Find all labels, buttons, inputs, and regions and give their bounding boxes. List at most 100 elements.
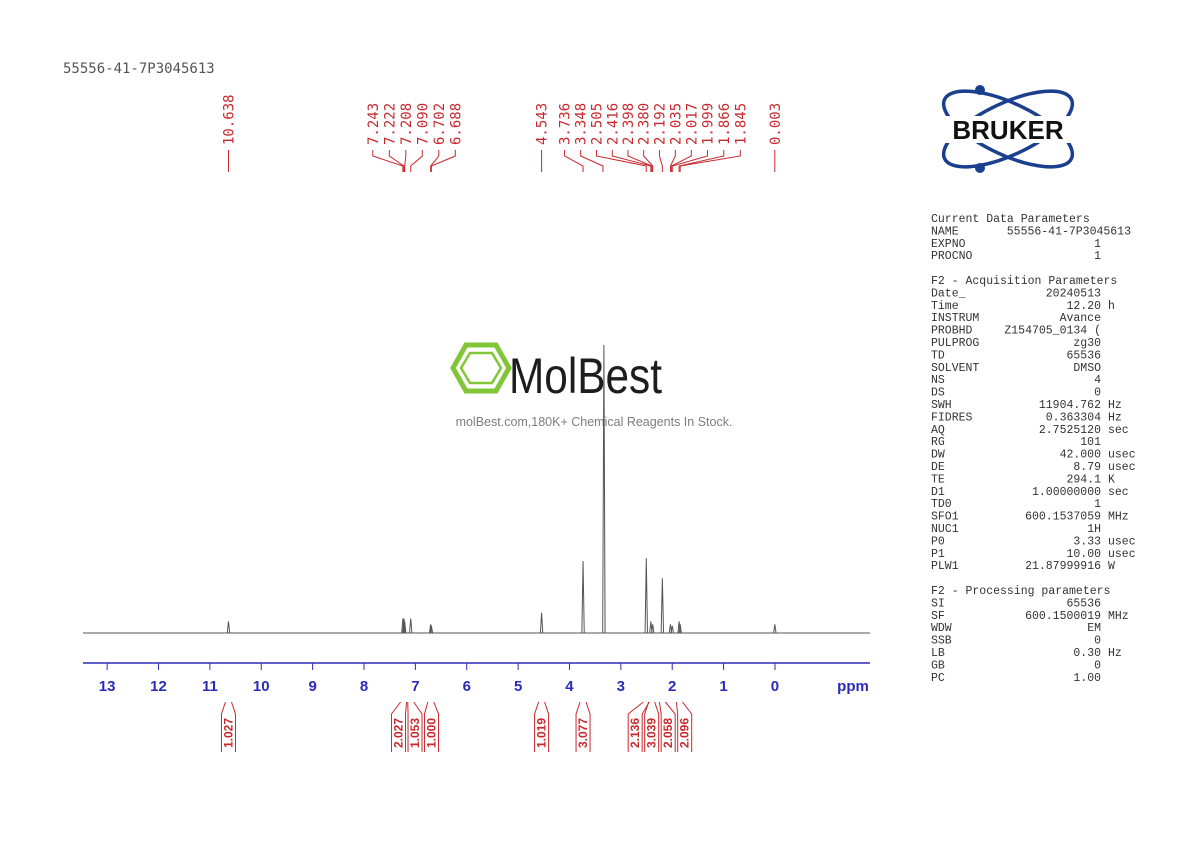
peak-label: 6.688 — [448, 103, 464, 145]
param-name: SI — [931, 597, 945, 610]
integral-bracket — [424, 701, 440, 752]
peak-leader — [596, 150, 647, 172]
watermark-hexagon — [450, 342, 512, 394]
section-title: F2 - Processing parameters — [931, 585, 1110, 598]
x-tick-label: 13 — [99, 678, 116, 695]
param-value: 65536 — [1066, 597, 1101, 610]
param-name: SOLVENT — [931, 362, 979, 375]
x-tick-label: 3 — [617, 678, 625, 695]
peak-leader — [658, 150, 663, 172]
param-value: 10.00 — [1066, 548, 1101, 561]
peak — [602, 344, 606, 634]
peak-label: 7.243 — [366, 103, 382, 145]
param-value: 8.79 — [1073, 461, 1101, 474]
watermark-hexagon-inner — [459, 351, 503, 385]
peak-label: 7.208 — [399, 103, 415, 145]
param-value: 0.363304 — [1046, 411, 1101, 424]
integral-label: 3.077 — [576, 718, 590, 748]
peak-label: 1.845 — [733, 103, 749, 145]
param-unit: W — [1108, 560, 1115, 573]
peak — [678, 624, 682, 634]
x-tick-label: 7 — [411, 678, 419, 695]
param-value: 21.87999916 — [1025, 560, 1101, 573]
logo-band — [924, 116, 1092, 143]
peak — [539, 612, 544, 634]
peak-leader — [430, 150, 456, 172]
integral-bracket — [391, 701, 408, 752]
peak-label: 3.348 — [574, 103, 590, 145]
param-value: 1.00 — [1073, 672, 1101, 685]
param-name: SWH — [931, 399, 952, 412]
integral-bracket — [220, 701, 236, 752]
param-unit: K — [1108, 473, 1115, 486]
integral-bracket — [407, 701, 423, 752]
param-unit: Hz — [1108, 399, 1122, 412]
param-value: 1.00000000 — [1032, 486, 1101, 499]
param-value: 294.1 — [1066, 473, 1101, 486]
peak — [409, 618, 413, 634]
param-name: SFO1 — [931, 511, 959, 524]
param-name: P1 — [931, 548, 945, 561]
param-name: FIDRES — [931, 411, 973, 424]
bruker-logo: BRUKER — [924, 85, 1092, 173]
peak-leader — [627, 150, 653, 172]
integral-label: 1.000 — [425, 718, 439, 748]
peak — [670, 625, 674, 634]
param-unit: sec — [1108, 424, 1129, 437]
integral-label: 1.027 — [221, 718, 235, 748]
peak-leader — [580, 150, 604, 172]
peak-leader — [678, 150, 725, 172]
param-name: TD — [931, 349, 945, 362]
param-name: LB — [931, 647, 945, 660]
param-value: EM — [1087, 622, 1101, 635]
param-name: Time — [931, 300, 959, 313]
param-name: DE — [931, 461, 945, 474]
peak-label: 2.380 — [637, 103, 653, 145]
param-value: 600.1500019 — [1025, 610, 1101, 623]
integral-label: 3.039 — [645, 718, 659, 748]
x-tick-label: 12 — [150, 678, 167, 695]
peak — [651, 624, 655, 634]
peak-label: 2.416 — [605, 103, 621, 145]
peak-leader — [643, 150, 654, 172]
x-tick-label: 0 — [771, 678, 779, 695]
peak-label: 7.090 — [415, 103, 431, 145]
peak-leader — [670, 150, 692, 172]
param-value: 20240513 — [1046, 287, 1101, 300]
peak-label: 1.999 — [700, 103, 716, 145]
param-name: GB — [931, 659, 945, 672]
param-name: TD0 — [931, 498, 952, 511]
section-title: Current Data Parameters — [931, 213, 1090, 226]
param-name: SF — [931, 610, 945, 623]
param-value: 0 — [1094, 659, 1101, 672]
peak — [402, 621, 407, 634]
param-name: DW — [931, 449, 945, 462]
peak — [581, 560, 585, 634]
param-name: INSTRUM — [931, 312, 979, 325]
integral-bracket — [575, 701, 591, 752]
peak-label: 2.398 — [621, 103, 637, 145]
param-name: Date_ — [931, 287, 966, 300]
param-unit: usec — [1108, 461, 1136, 474]
peak-label: 10.638 — [221, 94, 237, 145]
watermark-tagline: molBest.com,180K+ Chemical Reagents In S… — [456, 415, 733, 429]
x-tick-label: 9 — [308, 678, 316, 695]
param-value: 0 — [1094, 387, 1101, 400]
param-unit: usec — [1108, 535, 1136, 548]
param-value: 101 — [1080, 436, 1101, 449]
peak-leader — [430, 150, 440, 172]
x-tick-label: 1 — [719, 678, 727, 695]
integral-label: 2.136 — [628, 718, 642, 748]
peak-leader — [404, 150, 407, 172]
peak-leader — [671, 150, 708, 172]
param-name: RG — [931, 436, 945, 449]
param-unit: usec — [1108, 548, 1136, 561]
param-value: 600.1537059 — [1025, 511, 1101, 524]
param-value: 2.7525120 — [1039, 424, 1101, 437]
section-title: F2 - Acquisition Parameters — [931, 275, 1117, 288]
logo-orbit — [941, 89, 1075, 169]
x-axis-label: ppm — [837, 678, 869, 695]
param-name: PULPROG — [931, 337, 979, 350]
peak — [429, 625, 434, 634]
